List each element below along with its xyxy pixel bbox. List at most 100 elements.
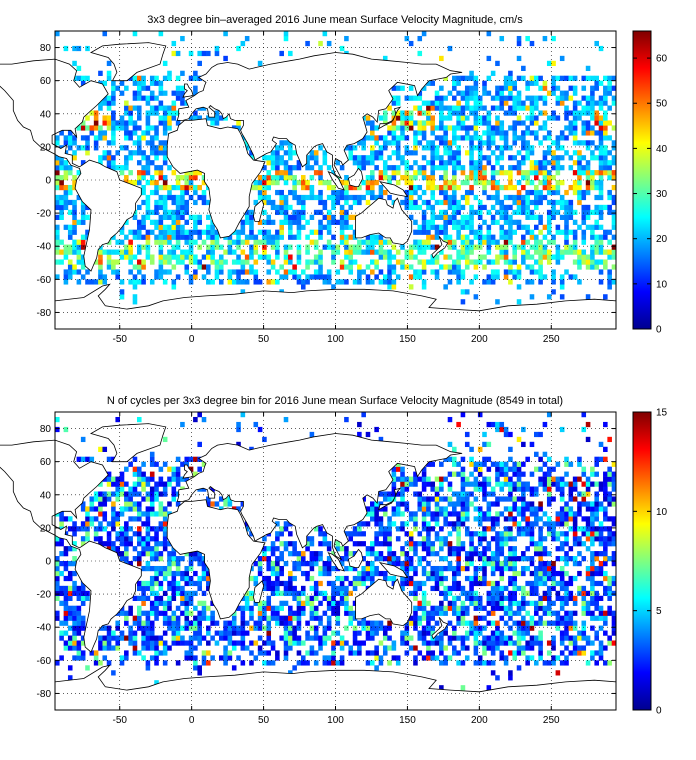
bin-cell — [525, 85, 530, 91]
bin-cell — [162, 565, 168, 572]
bin-cell — [145, 130, 151, 136]
bin-cell — [477, 630, 483, 636]
bin-cell — [460, 516, 466, 522]
bin-cell — [564, 105, 569, 111]
bin-cell — [395, 95, 401, 101]
bin-cell — [63, 204, 69, 211]
bin-cell — [67, 665, 73, 671]
bin-cell — [292, 194, 297, 201]
bin-cell — [111, 100, 116, 106]
bin-cell — [132, 254, 138, 260]
bin-cell — [339, 279, 345, 285]
bin-cell — [594, 635, 599, 641]
bin-cell — [469, 70, 474, 76]
bin-cell — [464, 234, 470, 240]
bin-cell — [603, 264, 608, 270]
bin-cell — [391, 125, 397, 131]
bin-cell — [76, 239, 82, 245]
bin-cell — [404, 175, 410, 181]
bin-cell — [443, 590, 448, 597]
bin-cell — [585, 294, 591, 300]
bin-cell — [542, 244, 548, 250]
bin-cell — [564, 110, 569, 116]
bin-cell — [357, 645, 362, 651]
bin-cell — [395, 115, 401, 121]
bin-cell — [85, 140, 90, 146]
bin-cell — [111, 120, 116, 126]
bin-cell — [456, 75, 461, 81]
bin-cell — [529, 254, 535, 260]
bin-cell — [67, 249, 73, 255]
bin-cell — [253, 199, 259, 206]
bin-cell — [473, 110, 479, 116]
bin-cell — [456, 145, 461, 151]
bin-cell — [460, 105, 466, 111]
bin-cell — [516, 496, 522, 502]
bin-cell — [417, 635, 423, 641]
bin-cell — [141, 85, 146, 91]
bin-cell — [516, 506, 522, 512]
bin-cell — [534, 239, 539, 245]
bin-cell — [357, 570, 362, 577]
bin-cell — [607, 590, 612, 597]
bin-cell — [598, 506, 604, 512]
bin-cell — [197, 585, 202, 592]
bin-cell — [136, 561, 142, 567]
bin-cell — [512, 100, 517, 106]
bin-cell — [72, 640, 77, 646]
bin-cell — [145, 660, 151, 666]
bin-cell — [382, 541, 388, 547]
bin-cell — [288, 170, 293, 176]
bin-cell — [555, 140, 561, 146]
bin-cell — [279, 551, 284, 557]
bin-cell — [128, 269, 133, 275]
x-tick-label: 50 — [258, 334, 270, 345]
bin-cell — [521, 224, 526, 230]
bin-cell — [525, 249, 530, 255]
bin-cell — [141, 546, 146, 552]
bin-cell — [378, 551, 384, 557]
bin-cell — [503, 660, 509, 666]
bin-cell — [361, 115, 366, 121]
bin-cell — [421, 110, 427, 116]
bin-cell — [421, 501, 427, 507]
bin-cell — [370, 160, 375, 166]
bin-cell — [149, 491, 155, 497]
bin-cell — [115, 496, 120, 502]
bin-cell — [400, 561, 405, 567]
bin-cell — [516, 90, 522, 96]
bin-cell — [568, 274, 574, 280]
bin-cell — [378, 516, 384, 522]
bin-cell — [59, 585, 64, 592]
bin-cell — [538, 180, 543, 186]
bin-cell — [305, 194, 310, 201]
bin-cell — [508, 180, 513, 186]
bin-cell — [145, 531, 151, 537]
bin-cell — [206, 570, 211, 577]
bin-cell — [611, 640, 617, 646]
bin-cell — [158, 595, 164, 601]
bin-cell — [175, 501, 181, 507]
bin-cell — [495, 194, 500, 201]
bin-cell — [430, 244, 436, 250]
bin-cell — [512, 254, 517, 260]
bin-cell — [559, 155, 565, 161]
bin-cell — [201, 274, 207, 280]
bin-cell — [611, 516, 617, 522]
bin-cell — [447, 150, 453, 156]
bin-cell — [171, 575, 177, 582]
bin-cell — [158, 194, 164, 201]
bin-cell — [270, 570, 276, 577]
bin-cell — [378, 655, 384, 661]
bin-cell — [421, 175, 427, 181]
bin-cell — [378, 269, 384, 275]
bin-cell — [503, 239, 509, 245]
bin-cell — [357, 526, 362, 532]
bin-cell — [98, 254, 103, 260]
bin-cell — [266, 175, 272, 181]
bin-cell — [102, 31, 108, 37]
bin-cell — [318, 264, 323, 270]
bin-cell — [594, 516, 599, 522]
bin-cell — [162, 486, 168, 492]
bin-cell — [469, 85, 474, 91]
